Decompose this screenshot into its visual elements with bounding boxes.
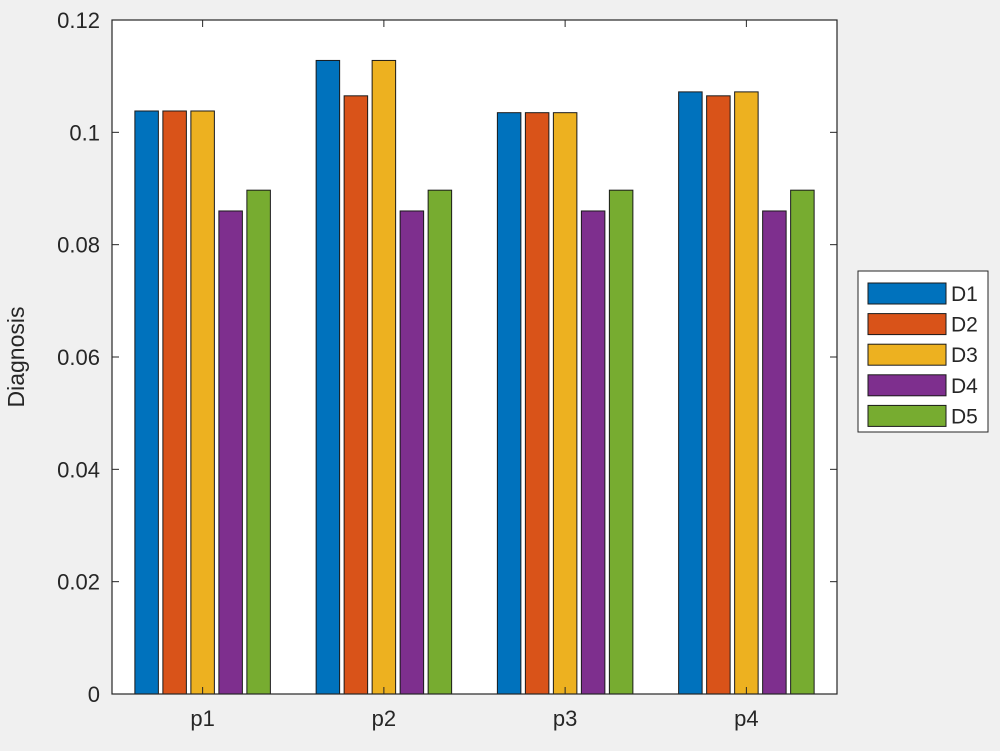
bar-d2-p4 [706, 95, 731, 695]
legend-swatch-d1 [867, 282, 947, 305]
bar-d1-p4 [678, 91, 703, 695]
y-tick-label: 0.08 [57, 233, 100, 258]
x-tick-label: p2 [372, 706, 396, 731]
x-tick-label: p3 [553, 706, 577, 731]
x-tick-label: p4 [734, 706, 758, 731]
legend-swatch-d5 [867, 404, 947, 427]
legend-label-d4: D4 [951, 375, 978, 398]
bar-d4-p3 [580, 210, 606, 695]
y-tick-label: 0.02 [57, 570, 100, 595]
legend-label-d3: D3 [951, 344, 978, 367]
y-tick-label: 0.1 [69, 120, 100, 145]
legend-label-d5: D5 [951, 405, 978, 428]
bar-d2-p2 [343, 95, 369, 695]
y-axis: 0 0.02 0.04 0.06 0.08 0.1 0.12 [57, 8, 837, 707]
bar-d5-p1 [246, 189, 271, 695]
bar-d1-p3 [496, 112, 522, 695]
bar-d4-p4 [762, 210, 787, 695]
x-axis: p1 p2 p3 p4 [190, 20, 759, 731]
legend-label-d2: D2 [951, 314, 978, 337]
legend: D1 D2 D3 D4 D5 [857, 270, 989, 433]
bar-d3-p2 [371, 59, 397, 695]
bar-d1-p2 [315, 59, 341, 695]
legend-swatch-d3 [867, 343, 947, 366]
y-tick-label: 0.06 [57, 345, 100, 370]
y-tick-label: 0 [88, 682, 100, 707]
bar-d3-p3 [552, 112, 578, 695]
y-tick-label: 0.04 [57, 457, 100, 482]
bar-d5-p4 [790, 189, 815, 695]
y-tick-label: 0.12 [57, 8, 100, 33]
bar-d5-p2 [427, 189, 453, 695]
bar-d3-p4 [734, 91, 759, 695]
bar-d4-p2 [399, 210, 425, 695]
y-axis-label: Diagnosis [3, 307, 29, 408]
bars-group [134, 59, 815, 695]
legend-label-d1: D1 [951, 283, 978, 306]
bar-d4-p1 [218, 210, 243, 695]
bar-d3-p1 [190, 110, 215, 695]
bar-d2-p3 [524, 112, 550, 695]
bar-d2-p1 [162, 110, 187, 695]
bar-d1-p1 [134, 110, 159, 695]
legend-swatch-d4 [867, 374, 947, 397]
bar-d5-p3 [608, 189, 634, 695]
legend-swatch-d2 [867, 313, 947, 336]
x-tick-label: p1 [190, 706, 214, 731]
